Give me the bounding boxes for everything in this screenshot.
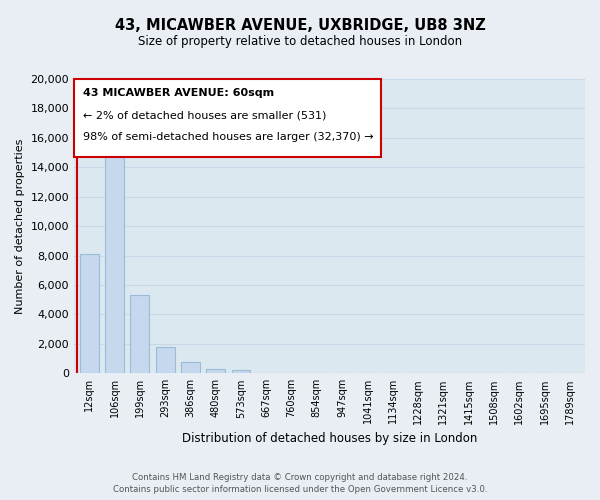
Bar [181,362,200,374]
Bar [130,296,149,374]
Text: 98% of semi-detached houses are larger (32,370) →: 98% of semi-detached houses are larger (… [83,132,374,142]
Bar [232,370,250,374]
Text: Contains HM Land Registry data © Crown copyright and database right 2024.
Contai: Contains HM Land Registry data © Crown c… [113,472,487,494]
Text: 43, MICAWBER AVENUE, UXBRIDGE, UB8 3NZ: 43, MICAWBER AVENUE, UXBRIDGE, UB8 3NZ [115,18,485,32]
Bar [155,347,175,374]
Bar [80,254,99,374]
Y-axis label: Number of detached properties: Number of detached properties [15,138,25,314]
Bar [105,130,124,374]
Text: ← 2% of detached houses are smaller (531): ← 2% of detached houses are smaller (531… [83,110,326,120]
Text: 43 MICAWBER AVENUE: 60sqm: 43 MICAWBER AVENUE: 60sqm [83,88,274,98]
X-axis label: Distribution of detached houses by size in London: Distribution of detached houses by size … [182,432,477,445]
Text: Size of property relative to detached houses in London: Size of property relative to detached ho… [138,35,462,48]
Bar [206,369,225,374]
